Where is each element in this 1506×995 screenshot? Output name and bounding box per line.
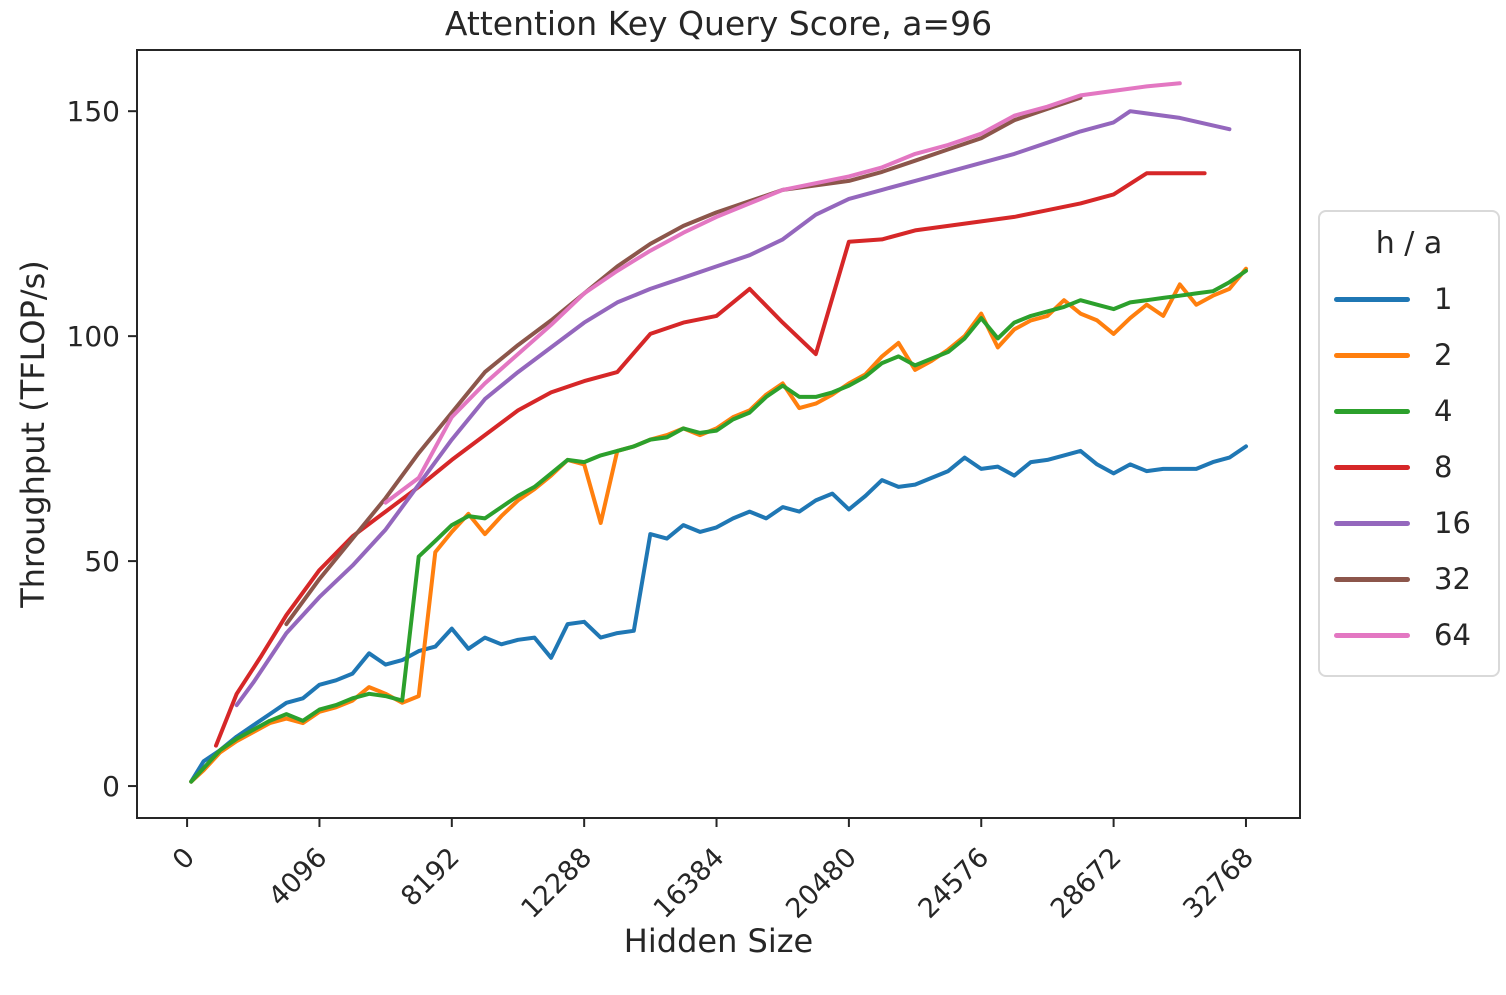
series-line-4 (189, 268, 1248, 784)
x-tick-label: 12288 (515, 842, 598, 925)
legend-entry-1: 1 (1320, 271, 1498, 327)
axes-spines (136, 49, 1301, 819)
y-tick-label: 100 (67, 320, 120, 353)
legend-label: 8 (1434, 450, 1453, 484)
legend-label: 2 (1434, 338, 1453, 372)
legend-entry-2: 2 (1320, 327, 1498, 383)
series-line-16 (234, 109, 1232, 708)
y-tick-label: 150 (67, 95, 120, 128)
legend-entry-32: 32 (1320, 551, 1498, 607)
legend-line-sample (1334, 576, 1410, 582)
x-tick-label: 32768 (1177, 842, 1260, 925)
x-tick-label: 24576 (913, 842, 996, 925)
legend-entry-8: 8 (1320, 439, 1498, 495)
x-tick-label: 4096 (263, 842, 334, 913)
x-axis-label: Hidden Size (623, 922, 814, 960)
legend-label: 64 (1434, 618, 1471, 652)
legend-line-sample (1334, 520, 1410, 526)
chart-title: Attention Key Query Score, a=96 (444, 4, 993, 43)
legend-entry-16: 16 (1320, 495, 1498, 551)
legend-label: 32 (1434, 562, 1471, 596)
x-tick-label: 16384 (648, 842, 731, 925)
x-tick-label: 0 (167, 842, 201, 876)
legend-title: h / a (1375, 226, 1443, 261)
y-tick-label: 0 (102, 770, 120, 803)
y-axis-label: Throughput (TFLOP/s) (14, 260, 52, 608)
legend-line-sample (1334, 352, 1410, 358)
legend-line-sample (1334, 408, 1410, 414)
legend-box: h / a 1 2 4 8 16 32 64 (1318, 210, 1500, 677)
series-line-32 (284, 95, 1083, 627)
legend-label: 1 (1434, 282, 1453, 316)
legend-label: 16 (1434, 506, 1471, 540)
series-line-64 (383, 81, 1182, 505)
legend-entry-4: 4 (1320, 383, 1498, 439)
legend-line-sample (1334, 632, 1410, 638)
x-tick-label: 28672 (1045, 842, 1128, 925)
x-tick-label: 20480 (780, 842, 863, 925)
legend-line-sample (1334, 296, 1410, 302)
y-tick-label: 50 (84, 545, 120, 578)
x-tick-label: 8192 (395, 842, 466, 913)
legend-line-sample (1334, 464, 1410, 470)
legend-entry-64: 64 (1320, 607, 1498, 663)
series-line-1 (189, 444, 1248, 784)
legend-label: 4 (1434, 394, 1453, 428)
